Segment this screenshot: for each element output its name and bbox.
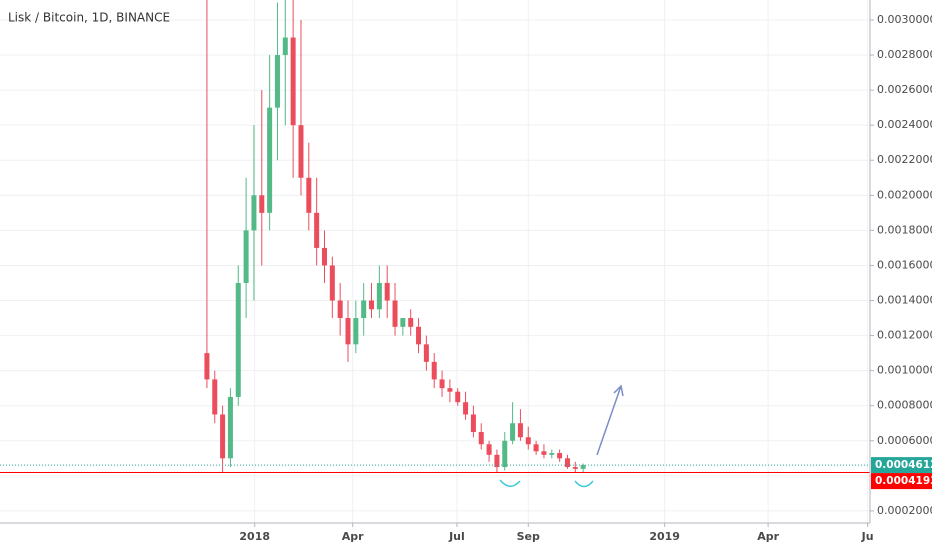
- candle-body: [400, 318, 406, 327]
- candle-body: [416, 326, 422, 345]
- y-tick-label: 0.0030000: [877, 13, 932, 26]
- candle-body: [259, 195, 265, 213]
- y-tick-label: 0.0022000: [877, 153, 932, 166]
- price-label: 0.0004612: [875, 459, 932, 471]
- y-tick-label: 0.0002000: [877, 504, 932, 517]
- candle-body: [282, 37, 288, 56]
- candle-body: [314, 212, 320, 248]
- candle-body: [533, 444, 539, 452]
- candle-body: [470, 414, 476, 433]
- candle-body: [204, 353, 210, 380]
- candle-body: [502, 440, 508, 468]
- candle-body: [267, 107, 273, 213]
- arrow: [596, 385, 622, 456]
- candle-body: [361, 300, 367, 319]
- candle-body: [329, 265, 335, 301]
- y-tick-label: 0.0014000: [877, 294, 932, 307]
- y-tick-label: 0.0020000: [877, 188, 932, 201]
- candle-body: [541, 451, 547, 455]
- candle-body: [447, 388, 453, 392]
- y-tick-label: 0.0006000: [877, 434, 932, 447]
- y-tick-label: 0.0010000: [877, 364, 932, 377]
- candle-body: [227, 396, 233, 459]
- candle-body: [557, 453, 563, 459]
- candle-body: [212, 379, 218, 415]
- y-tick-label: 0.0026000: [877, 83, 932, 96]
- candle-body: [549, 453, 555, 455]
- candle-body: [478, 432, 484, 445]
- y-tick-label: 0.0016000: [877, 258, 932, 271]
- y-tick-label: 0.0012000: [877, 329, 932, 342]
- axes: 0.00020000.00040000.00060000.00080000.00…: [239, 13, 932, 543]
- candle-body: [376, 282, 382, 310]
- x-tick-label: Apr: [342, 530, 364, 543]
- marker: [499, 479, 521, 487]
- candle-body: [306, 177, 312, 213]
- candle-body: [220, 414, 226, 459]
- candle-body: [580, 465, 586, 469]
- candle-body: [455, 391, 461, 403]
- x-tick-label: 2019: [649, 530, 680, 543]
- x-tick-label: 2018: [239, 530, 270, 543]
- arrow-head: [613, 384, 624, 397]
- chart-title: Lisk / Bitcoin, 1D, BINANCE: [8, 11, 170, 25]
- annotations: [499, 384, 624, 488]
- candle-body: [369, 300, 375, 310]
- price-label-box: [871, 473, 932, 490]
- y-tick-label: 0.0018000: [877, 223, 932, 236]
- candle-body: [392, 300, 398, 327]
- plot-area: [0, 0, 870, 473]
- candle-body: [572, 467, 578, 469]
- candle-body: [525, 437, 531, 445]
- price-label-box: [871, 457, 932, 474]
- candle-body: [321, 247, 327, 266]
- candle-body: [298, 125, 304, 178]
- candle-body: [235, 282, 241, 397]
- x-tick-label: Sep: [517, 530, 540, 543]
- candle-body: [564, 458, 570, 468]
- candle-body: [517, 423, 523, 438]
- x-tick-label: Apr: [757, 530, 779, 543]
- y-tick-label: 0.0024000: [877, 118, 932, 131]
- candle-body: [423, 344, 429, 362]
- candle-body: [431, 361, 437, 380]
- candle-body: [251, 195, 257, 231]
- y-tick-label: 0.0028000: [877, 48, 932, 61]
- candle-body: [353, 318, 359, 345]
- marker: [574, 480, 594, 488]
- candle-body: [510, 423, 516, 441]
- price-label: 0.0004193: [875, 475, 932, 487]
- candle-body: [408, 318, 414, 327]
- candle-body: [384, 282, 390, 301]
- y-tick-label: 0.0008000: [877, 399, 932, 412]
- candle-body: [337, 300, 343, 319]
- candle-body: [439, 379, 445, 389]
- x-tick-label: Ju: [861, 530, 874, 543]
- candle-body: [274, 55, 280, 108]
- candle-body: [494, 454, 500, 468]
- x-tick-label: Jul: [448, 530, 465, 543]
- candle-body: [290, 37, 296, 126]
- grid: [0, 0, 870, 523]
- candle-body: [463, 402, 469, 415]
- candle-body: [486, 444, 492, 455]
- candle-body: [345, 318, 351, 345]
- candle-body: [243, 230, 249, 283]
